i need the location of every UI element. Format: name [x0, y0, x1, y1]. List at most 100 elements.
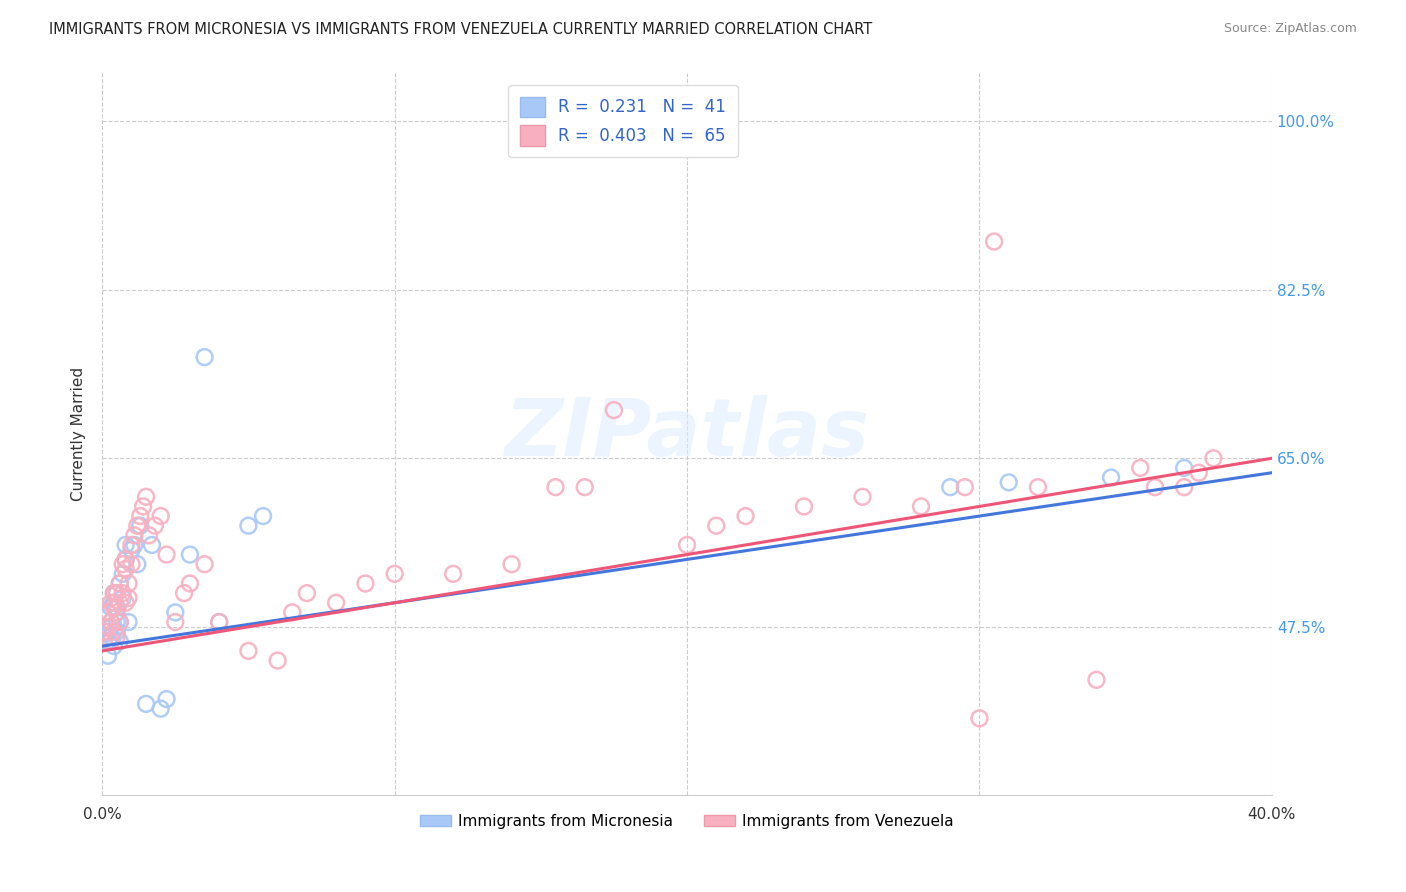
Point: [103, 600, 125, 615]
Point: [1188, 466, 1211, 480]
Point: [953, 480, 976, 494]
Point: [1099, 470, 1122, 484]
Point: [117, 591, 139, 605]
Point: [1026, 480, 1049, 494]
Point: [114, 552, 136, 566]
Point: [208, 615, 231, 629]
Point: [910, 500, 932, 514]
Point: [1085, 673, 1108, 687]
Point: [238, 518, 260, 533]
Point: [103, 586, 125, 600]
Point: [969, 711, 991, 725]
Point: [544, 480, 567, 494]
Point: [208, 615, 231, 629]
Point: [354, 576, 377, 591]
Point: [384, 566, 406, 581]
Point: [120, 558, 142, 572]
Point: [143, 518, 166, 533]
Point: [124, 528, 146, 542]
Point: [165, 615, 187, 629]
Point: [103, 586, 125, 600]
Point: [117, 576, 139, 591]
Point: [105, 615, 128, 629]
Point: [252, 509, 274, 524]
Text: ZIPatlas: ZIPatlas: [505, 395, 869, 473]
Point: [939, 480, 962, 494]
Point: [179, 576, 201, 591]
Point: [141, 538, 163, 552]
Point: [135, 490, 157, 504]
Point: [120, 538, 142, 552]
Point: [281, 606, 304, 620]
Point: [129, 518, 152, 533]
Point: [129, 509, 152, 524]
Point: [574, 480, 596, 494]
Point: [103, 624, 125, 639]
Point: [997, 475, 1019, 490]
Legend: Immigrants from Micronesia, Immigrants from Venezuela: Immigrants from Micronesia, Immigrants f…: [415, 807, 960, 835]
Point: [108, 596, 131, 610]
Point: [238, 644, 260, 658]
Point: [100, 596, 122, 610]
Point: [114, 552, 136, 566]
Point: [108, 615, 131, 629]
Point: [676, 538, 699, 552]
Point: [149, 702, 172, 716]
Point: [1129, 461, 1152, 475]
Point: [704, 518, 727, 533]
Point: [114, 538, 136, 552]
Point: [1202, 451, 1225, 466]
Point: [97, 648, 120, 663]
Point: [111, 566, 134, 581]
Point: [114, 596, 136, 610]
Point: [105, 630, 128, 644]
Point: [117, 615, 139, 629]
Point: [108, 634, 131, 648]
Point: [734, 509, 756, 524]
Point: [793, 500, 815, 514]
Point: [111, 586, 134, 600]
Point: [983, 235, 1005, 249]
Point: [325, 596, 347, 610]
Point: [100, 630, 122, 644]
Point: [108, 576, 131, 591]
Point: [105, 600, 128, 615]
Point: [295, 586, 318, 600]
Point: [100, 620, 122, 634]
Point: [124, 538, 146, 552]
Point: [441, 566, 464, 581]
Point: [105, 586, 128, 600]
Point: [603, 403, 626, 417]
Point: [114, 562, 136, 576]
Point: [1173, 461, 1195, 475]
Point: [111, 591, 134, 605]
Point: [127, 558, 149, 572]
Point: [100, 615, 122, 629]
Point: [100, 634, 122, 648]
Point: [501, 558, 523, 572]
Point: [1143, 480, 1166, 494]
Point: [105, 586, 128, 600]
Point: [127, 518, 149, 533]
Point: [132, 500, 155, 514]
Point: [105, 606, 128, 620]
Point: [173, 586, 195, 600]
Point: [266, 654, 288, 668]
Point: [103, 639, 125, 653]
Point: [97, 606, 120, 620]
Text: Source: ZipAtlas.com: Source: ZipAtlas.com: [1223, 22, 1357, 36]
Point: [851, 490, 873, 504]
Point: [105, 624, 128, 639]
Point: [1173, 480, 1195, 494]
Point: [165, 606, 187, 620]
Point: [94, 624, 117, 639]
Point: [120, 542, 142, 557]
Point: [111, 558, 134, 572]
Text: IMMIGRANTS FROM MICRONESIA VS IMMIGRANTS FROM VENEZUELA CURRENTLY MARRIED CORREL: IMMIGRANTS FROM MICRONESIA VS IMMIGRANTS…: [49, 22, 873, 37]
Y-axis label: Currently Married: Currently Married: [72, 368, 86, 501]
Point: [179, 548, 201, 562]
Point: [97, 620, 120, 634]
Point: [94, 624, 117, 639]
Point: [100, 615, 122, 629]
Point: [100, 600, 122, 615]
